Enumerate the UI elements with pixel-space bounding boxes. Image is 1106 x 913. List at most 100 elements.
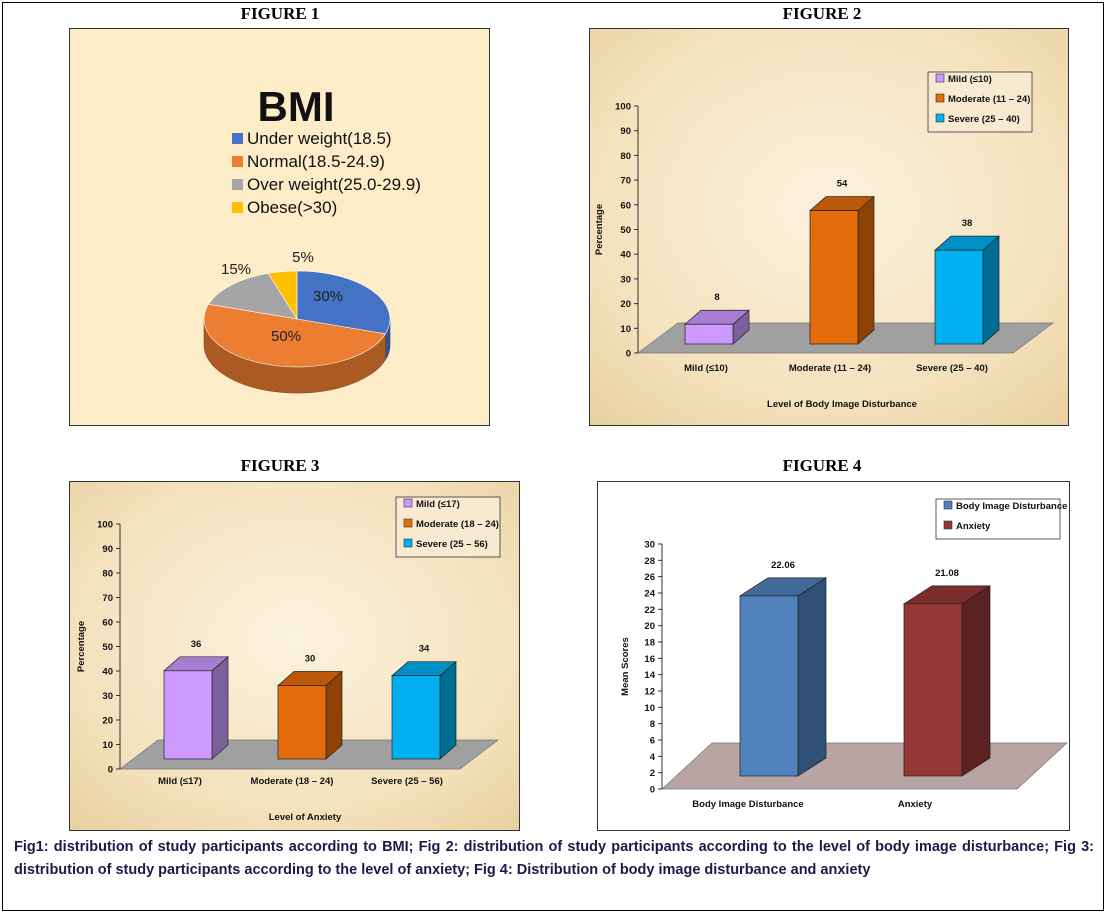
legend-swatch — [943, 500, 953, 510]
x-tick-label: Moderate (18 – 24) — [251, 776, 334, 787]
bar-data-label: 30 — [305, 654, 316, 665]
legend-label: Body Image Disturbance — [956, 501, 1067, 512]
legend-swatch — [232, 179, 243, 190]
y-tick-label: 90 — [620, 126, 631, 137]
bar-side — [325, 670, 343, 760]
legend-swatch — [232, 133, 243, 144]
legend-label: Mild (≤17) — [416, 499, 460, 510]
y-tick-label: 4 — [650, 752, 656, 763]
x-tick-label: Moderate (11 – 24) — [789, 363, 871, 374]
figure-4-chart: 0 2 4 6 8 10 12 14 16 18 20 22 24 26 28 30 Mean Scores 22… — [597, 481, 1070, 831]
y-tick-label: 26 — [644, 572, 655, 583]
legend-label: Normal(18.5-24.9) — [247, 152, 385, 171]
x-tick-label: Anxiety — [898, 799, 933, 810]
legend-label: Under weight(18.5) — [247, 129, 392, 148]
x-axis-title: Level of Anxiety — [269, 812, 342, 823]
y-tick-label: 50 — [102, 642, 113, 653]
pie-data-label: 30% — [313, 288, 343, 305]
y-tick-label: 30 — [620, 274, 631, 285]
figure-caption: Fig1: distribution of study participants… — [14, 839, 1094, 878]
bar-data-label: 22.06 — [771, 560, 795, 571]
figure-3-chart: 0 10 20 30 40 50 60 70 80 90 100 Percentage 36 Mild (… — [69, 481, 520, 831]
bar-side — [211, 656, 229, 760]
y-tick-label: 30 — [644, 540, 655, 551]
x-tick-label: Severe (25 – 40) — [916, 363, 988, 374]
legend-swatch — [232, 156, 243, 167]
y-tick-label: 70 — [620, 176, 631, 187]
legend-box — [395, 496, 501, 558]
y-tick-label: 18 — [644, 638, 655, 649]
y-tick-label: 24 — [644, 589, 655, 600]
y-tick-label: 100 — [97, 520, 113, 531]
bar — [809, 210, 859, 345]
y-tick-label: 80 — [102, 569, 113, 580]
legend-swatch — [232, 202, 243, 213]
y-tick-label: 28 — [644, 556, 655, 567]
y-tick-label: 14 — [644, 670, 655, 681]
y-tick-label: 8 — [650, 719, 655, 730]
bar — [739, 595, 799, 777]
x-tick-label: Severe (25 – 56) — [371, 776, 443, 787]
bar-data-label: 36 — [191, 639, 202, 650]
bar-side — [961, 585, 991, 777]
bar — [163, 670, 213, 760]
y-tick-label: 0 — [626, 349, 631, 360]
legend-swatch — [403, 518, 413, 528]
bar-data-label: 8 — [714, 292, 719, 303]
bar — [391, 675, 441, 760]
y-tick-label: 50 — [620, 225, 631, 236]
legend-swatch — [943, 520, 953, 530]
legend-box — [935, 498, 1061, 540]
y-tick-label: 40 — [102, 667, 113, 678]
bar — [684, 323, 734, 345]
pie-title: BMI — [258, 83, 335, 130]
bar-side — [857, 195, 875, 345]
y-tick-label: 0 — [650, 785, 655, 796]
pie-slice — [203, 303, 386, 368]
x-tick-label: Mild (≤10) — [684, 363, 728, 374]
bar-side — [797, 577, 827, 777]
bar — [934, 249, 984, 345]
bar — [277, 685, 327, 760]
bar-data-label: 54 — [837, 179, 848, 190]
legend-label: Anxiety — [956, 521, 991, 532]
y-tick-label: 40 — [620, 250, 631, 261]
y-tick-label: 90 — [102, 544, 113, 555]
y-axis-title: Percentage — [76, 621, 87, 672]
pie-slice — [267, 270, 298, 321]
y-axis-title: Mean Scores — [620, 637, 631, 696]
figure-4-title: FIGURE 4 — [782, 456, 862, 475]
pie-data-label: 5% — [292, 249, 314, 266]
legend-label: Obese(>30) — [247, 198, 337, 217]
pie-slice — [296, 270, 391, 335]
legend-swatch — [935, 73, 945, 83]
bar-data-label: 38 — [962, 218, 973, 229]
legend-label: Moderate (18 – 24) — [416, 519, 499, 530]
bar-data-label: 21.08 — [935, 568, 959, 579]
y-tick-label: 60 — [102, 618, 113, 629]
y-tick-label: 6 — [650, 736, 655, 747]
pie-data-label: 15% — [221, 261, 251, 278]
figure-2-title: FIGURE 2 — [782, 4, 862, 23]
x-tick-label: Body Image Disturbance — [692, 799, 803, 810]
legend-box — [927, 71, 1033, 133]
chart-floor — [661, 742, 1068, 790]
pie-slice — [208, 273, 298, 320]
legend-label: Over weight(25.0-29.9) — [247, 175, 421, 194]
y-tick-label: 2 — [650, 768, 655, 779]
legend-swatch — [935, 113, 945, 123]
y-tick-label: 20 — [644, 621, 655, 632]
y-tick-label: 16 — [644, 654, 655, 665]
y-tick-label: 10 — [102, 740, 113, 751]
figure-2-chart: 0 10 20 30 40 50 60 70 80 90 100 Percentage 8 Mild (≤… — [589, 28, 1069, 426]
bar-data-label: 34 — [419, 644, 430, 655]
legend-swatch — [403, 538, 413, 548]
y-tick-label: 20 — [102, 716, 113, 727]
figure-1-title: FIGURE 1 — [240, 4, 320, 23]
legend-label: Mild (≤10) — [948, 74, 992, 85]
legend-label: Severe (25 – 40) — [948, 114, 1020, 125]
bar-side — [439, 660, 457, 760]
x-axis-title: Level of Body Image Disturbance — [767, 399, 917, 410]
y-tick-label: 0 — [108, 765, 113, 776]
